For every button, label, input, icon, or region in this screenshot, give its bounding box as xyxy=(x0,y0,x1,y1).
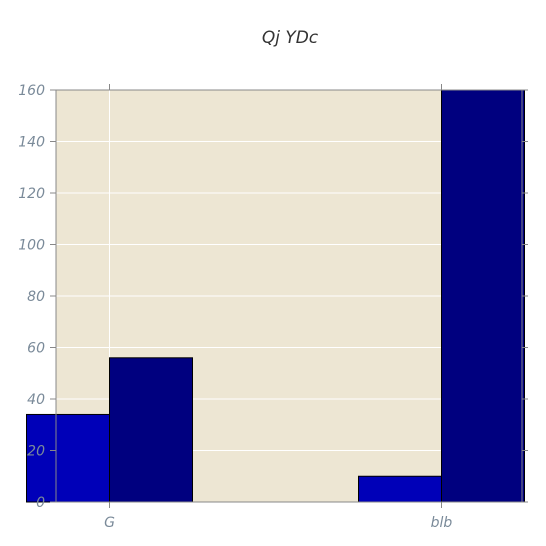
bar-G-series-2 xyxy=(109,357,193,503)
y-tick-label: 100 xyxy=(18,238,45,254)
x-tick-label: G xyxy=(104,515,115,531)
bar-blb-series-2 xyxy=(441,89,525,503)
y-tick-label: 80 xyxy=(27,289,45,305)
bars xyxy=(26,89,525,503)
y-tick-label: 0 xyxy=(36,495,45,511)
y-tick-label: 60 xyxy=(27,341,45,357)
bar-G-series-1 xyxy=(26,413,110,503)
y-tick-label: 40 xyxy=(27,392,45,408)
y-tick-label: 140 xyxy=(18,135,45,151)
bar-blb-series-1 xyxy=(358,475,442,503)
chart-title: Qj YDc xyxy=(262,28,319,48)
y-tick-label: 160 xyxy=(18,83,45,99)
y-axis: 0 20 40 60 80 100 120 140 160 xyxy=(18,83,528,511)
y-tick-label: 120 xyxy=(18,186,45,202)
y-tick-label: 20 xyxy=(27,444,45,460)
x-tick-label: blb xyxy=(431,515,453,531)
